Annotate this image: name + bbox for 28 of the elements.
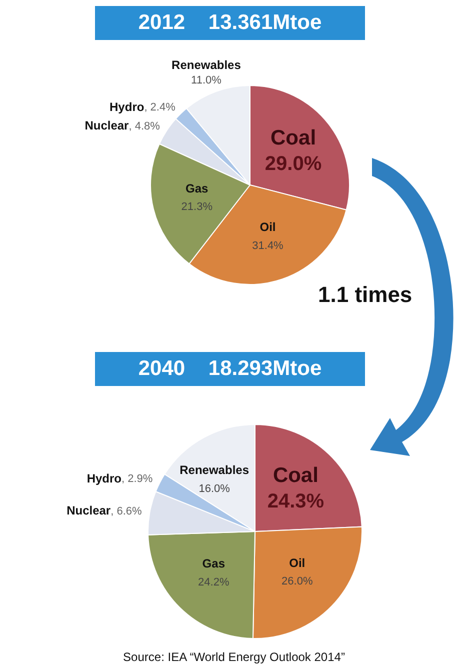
data-label: 11.0% [191, 74, 222, 86]
slice-label: Hydro [110, 100, 144, 114]
chart-title: 2012 13.361Mtoe [95, 6, 365, 40]
slice-label: Oil [289, 556, 306, 570]
chart-title: 2040 18.293Mtoe [95, 352, 365, 386]
data-label: , 2.4% [144, 102, 176, 114]
slice-label: Gas [186, 182, 209, 196]
text: 1.1 times [318, 282, 414, 308]
data-label: 24.2% [198, 576, 230, 588]
slice-label: Gas [202, 556, 226, 571]
slice-label: Nuclear [66, 504, 111, 518]
data-label: 26.0% [282, 576, 313, 588]
data-label: 29.0% [264, 153, 322, 176]
data-label: , 6.6% [110, 505, 142, 518]
data-label: , 4.8% [128, 120, 160, 132]
data-label: , 2.9% [122, 473, 153, 485]
slice-label: Oil [260, 220, 276, 234]
slice-label: Renewables [172, 58, 242, 72]
data-label: 31.4% [252, 240, 284, 252]
data-label: 16.0% [198, 482, 230, 495]
slice-label: Coal [270, 126, 316, 150]
slice-label: Hydro [86, 471, 122, 486]
source-note: Source: IEA “World Energy Outlook 2014” [122, 650, 346, 664]
slice-label: Renewables [180, 463, 250, 478]
slice-label: Nuclear [84, 118, 130, 133]
slice-label: Coal [272, 464, 318, 487]
data-label: 24.3% [267, 490, 324, 512]
data-label: 21.3% [181, 201, 213, 214]
